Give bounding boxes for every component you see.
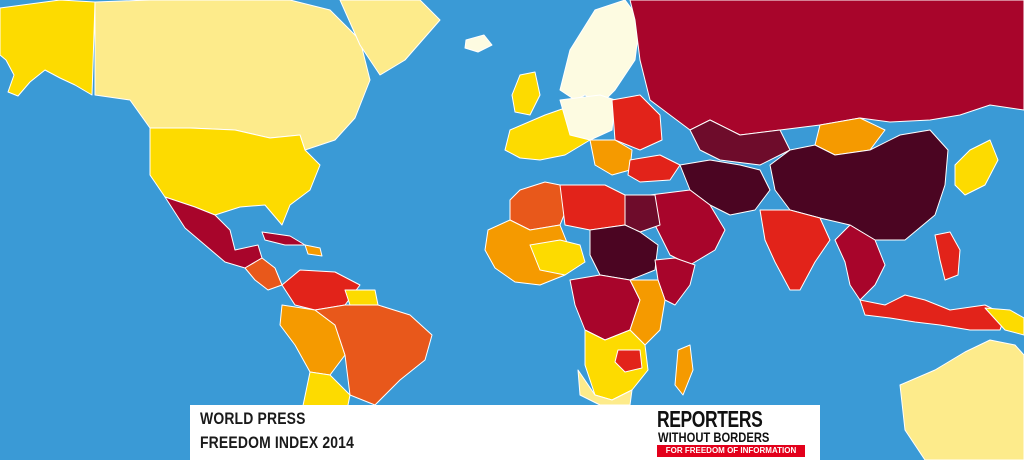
region-papua [984,307,1024,336]
region-russia [629,0,1024,136]
region-greenland [339,0,441,76]
region-madagascar [674,344,694,396]
region-philippines [934,231,961,281]
region-zimbabwe [614,349,643,373]
region-guyanas [344,289,379,306]
region-cuba [261,231,306,246]
region-iceland [464,34,493,53]
region-mexico [164,196,263,269]
region-east-africa [629,279,666,346]
region-scandinavia [559,0,641,106]
region-south-africa [577,369,633,406]
region-southern-africa [584,329,649,401]
region-brazil [314,304,433,406]
region-australia [899,339,1024,460]
title-line-1: WORLD PRESS [200,409,306,428]
region-caribbean [304,244,323,257]
region-india [759,209,831,291]
title-card: WORLD PRESS FREEDOM INDEX 2014 REPORTERS… [190,405,820,460]
region-egypt [624,194,661,233]
rsf-logo: REPORTERS WITHOUT BORDERS FOR FREEDOM OF… [657,407,815,459]
region-arabian-peninsula [649,189,726,266]
region-british-isles [511,71,541,116]
title-line-2: FREEDOM INDEX 2014 [200,433,355,452]
region-southeast-asia [834,224,886,301]
region-central-europe [559,94,616,141]
region-sudan [589,224,659,281]
region-korea-japan [954,139,999,196]
region-sahel [529,239,586,276]
logo-tagline: FOR FREEDOM OF INFORMATION [657,445,805,457]
logo-name-line-1: REPORTERS [657,406,763,432]
region-turkey [627,154,681,183]
logo-name-line-2: WITHOUT BORDERS [658,429,770,445]
